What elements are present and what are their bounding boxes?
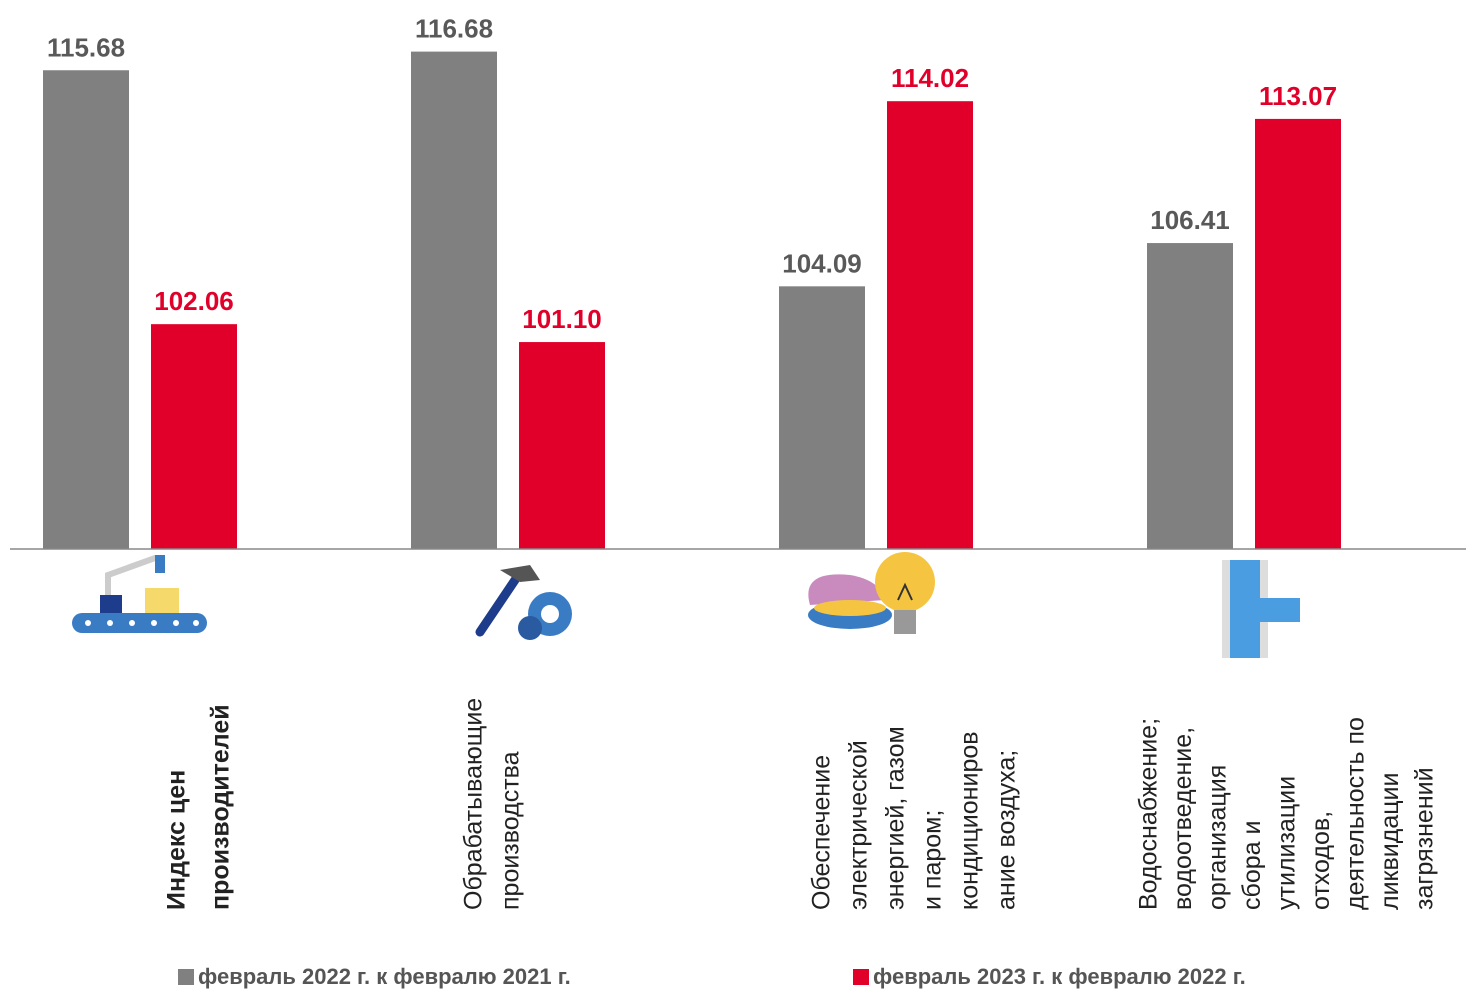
icon-energy (808, 552, 935, 634)
category-label: ликвидации (1376, 773, 1404, 910)
category-label: Обрабатывающие (460, 698, 488, 910)
value-label: 114.02 (891, 63, 969, 93)
bar (1255, 118, 1341, 549)
category-label: деятельность по (1342, 717, 1370, 910)
category-label: Водоснабжение; (1135, 718, 1163, 910)
value-label: 106.41 (1150, 205, 1230, 235)
bar (411, 51, 497, 549)
bar (887, 101, 973, 549)
legend-swatch (178, 969, 194, 985)
category-label: кондициониров (956, 731, 984, 910)
bar (519, 342, 605, 549)
category-label: водоотведение, (1169, 727, 1197, 910)
category-label: утилизации (1273, 776, 1301, 910)
value-label: 113.07 (1259, 81, 1337, 111)
category-label: Индекс цен (163, 770, 191, 910)
category-label: ание воздуха; (993, 750, 1021, 910)
category-label: электрической (845, 740, 873, 910)
bar (1147, 243, 1233, 549)
category-label: отходов, (1307, 811, 1335, 910)
bar (43, 70, 129, 549)
value-label: 116.68 (415, 14, 493, 44)
value-label: 104.09 (782, 248, 862, 278)
category-label: производителей (207, 704, 235, 910)
icon-tools (475, 565, 572, 640)
category-label: Обеспечение (808, 755, 836, 910)
bar (151, 324, 237, 549)
icon-conveyor (72, 555, 207, 633)
legend-swatch (853, 969, 869, 985)
category-label: и паром; (919, 810, 947, 910)
value-label: 115.68 (47, 32, 125, 62)
bar (779, 286, 865, 549)
legend-label: февраль 2023 г. к февралю 2022 г. (873, 964, 1246, 989)
category-label: сбора и (1238, 821, 1266, 910)
value-label: 102.06 (154, 286, 234, 316)
category-label: энергией, газом (882, 726, 910, 910)
legend-label: февраль 2022 г. к февралю 2021 г. (198, 964, 571, 989)
icon-pipe (1222, 560, 1300, 658)
category-label: производства (497, 751, 525, 910)
category-label: загрязнений (1411, 767, 1439, 910)
value-label: 101.10 (522, 304, 602, 334)
category-label: организация (1204, 765, 1232, 910)
